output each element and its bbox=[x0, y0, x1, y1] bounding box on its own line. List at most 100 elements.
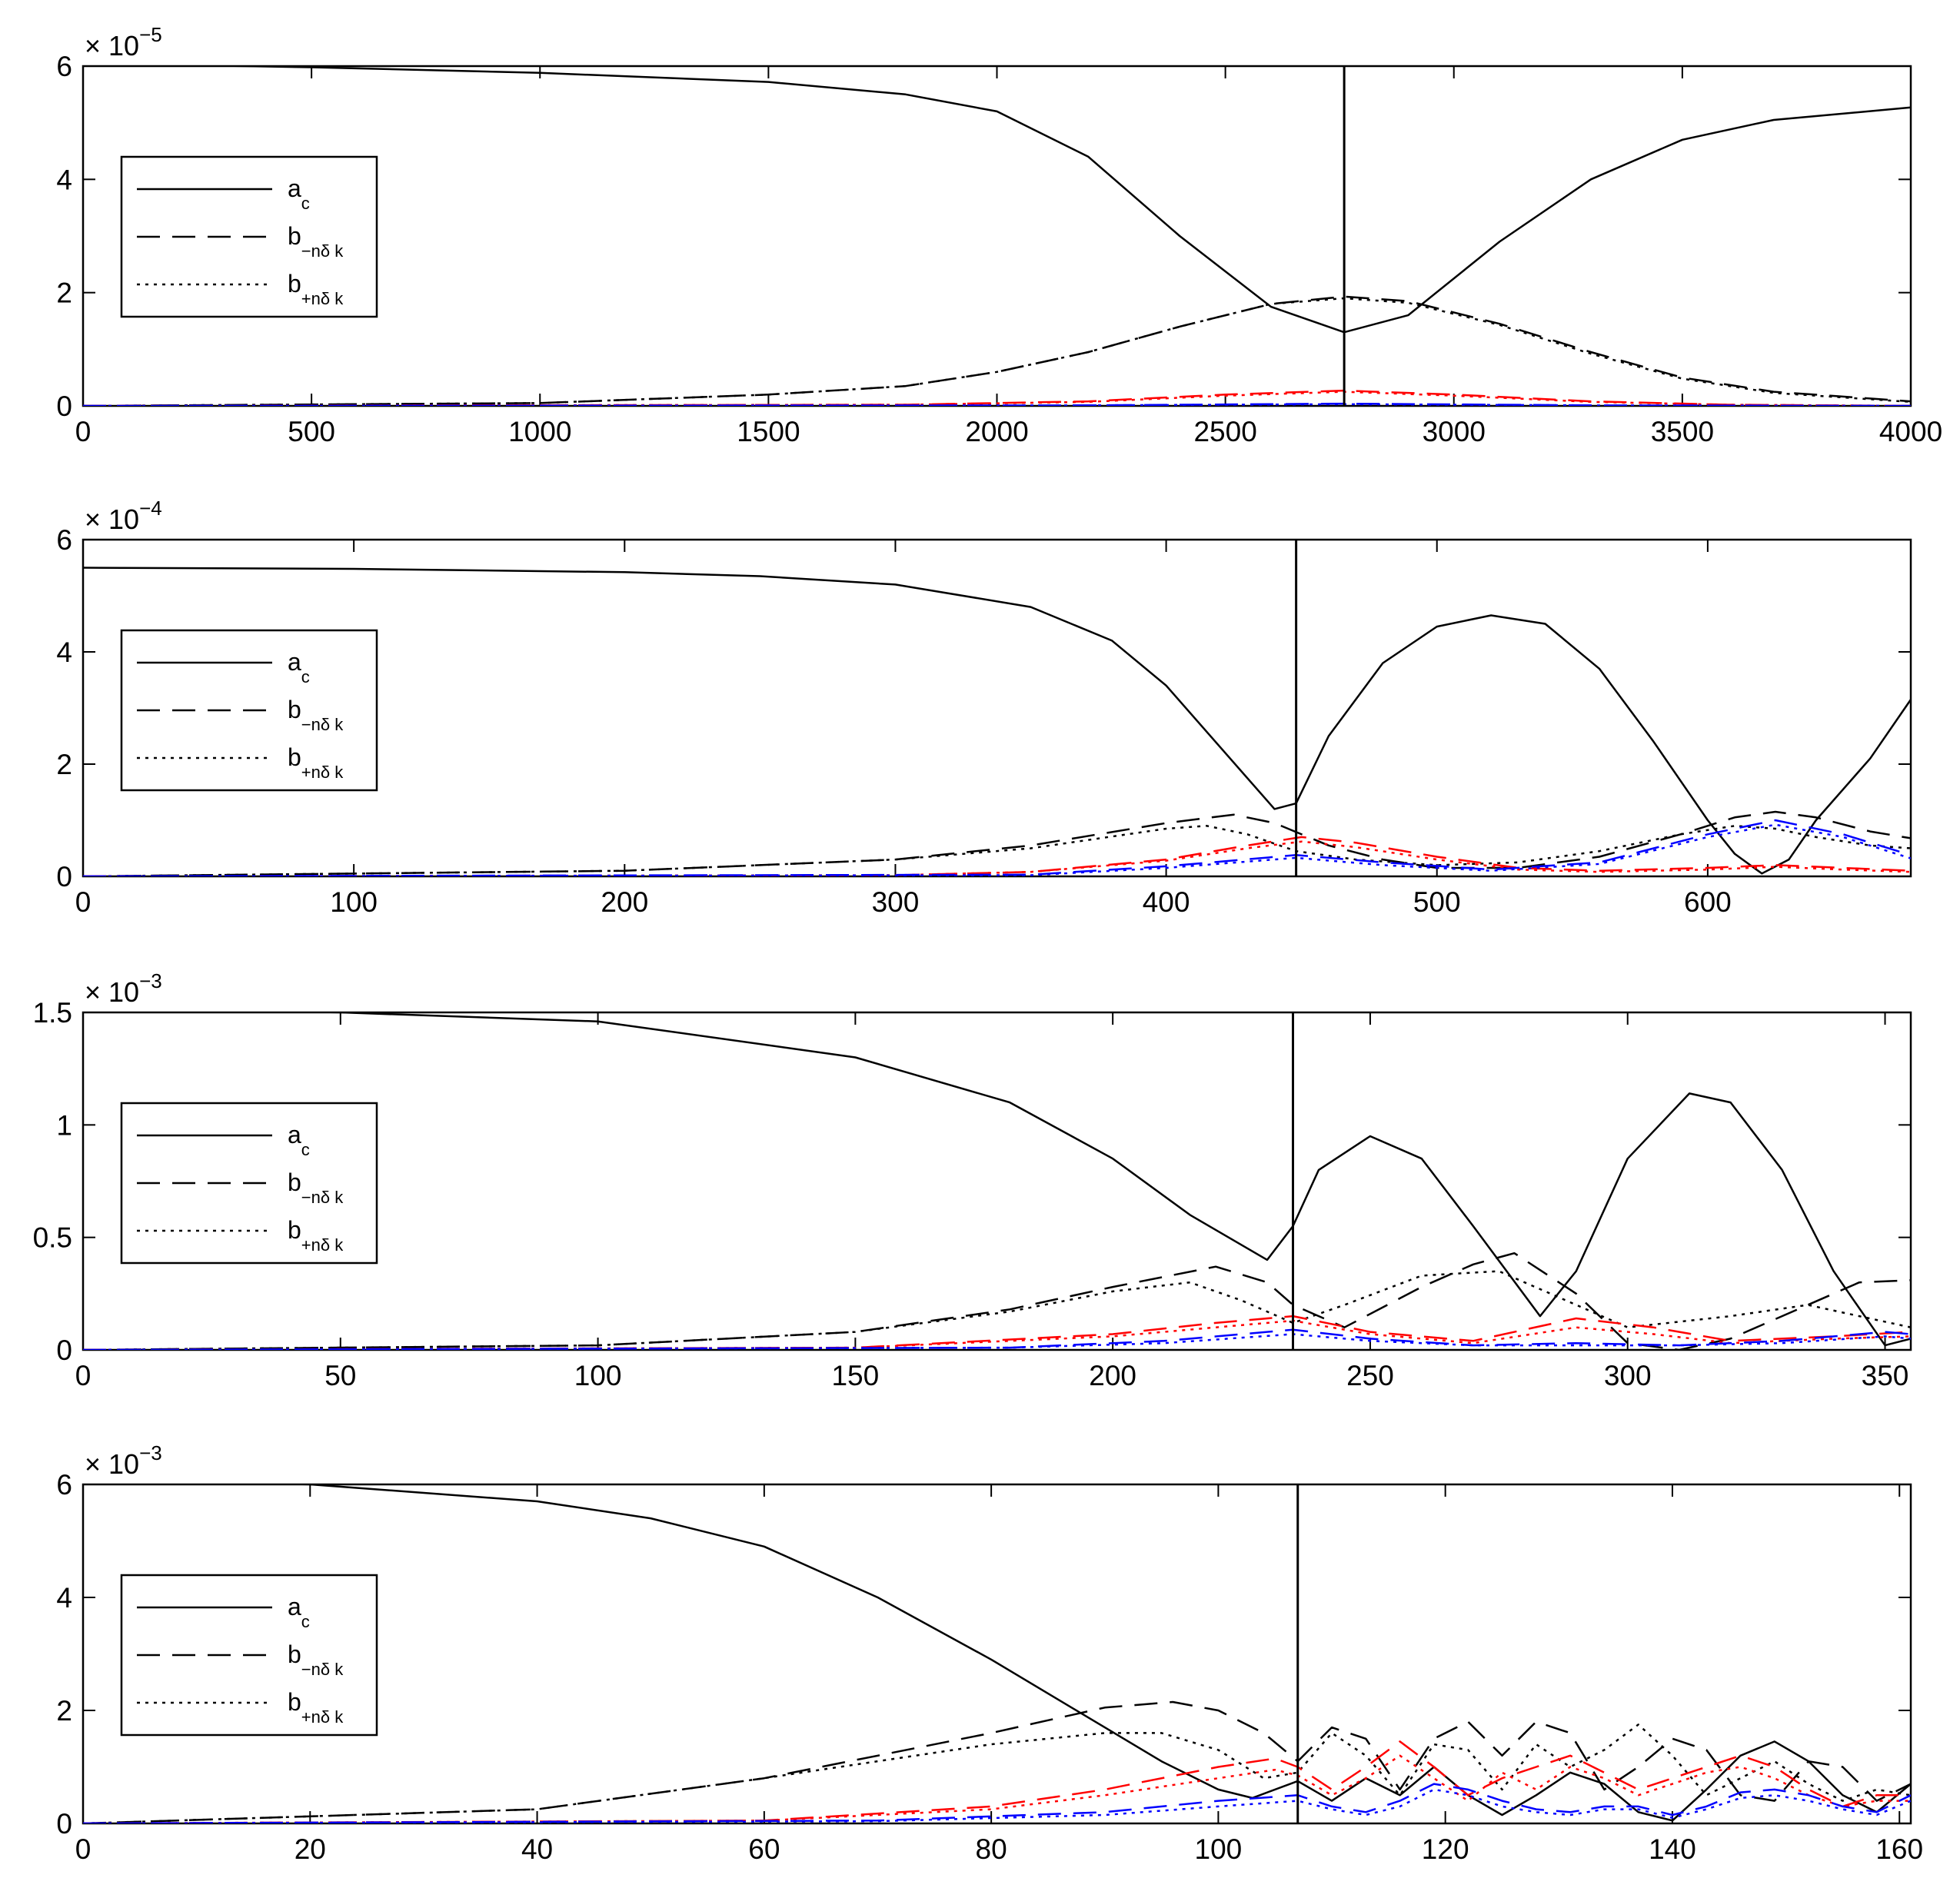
x-tick-label: 100 bbox=[1195, 1833, 1243, 1865]
legend-label-main: b bbox=[288, 1688, 301, 1716]
x-tick-label: 300 bbox=[1604, 1360, 1652, 1391]
x-tick-label: 120 bbox=[1422, 1833, 1469, 1865]
x-tick-label: 1500 bbox=[737, 416, 800, 447]
x-tick-label: 2000 bbox=[965, 416, 1028, 447]
y-tick-label: 2 bbox=[56, 749, 72, 780]
series-line-a-c bbox=[190, 66, 1911, 334]
x-tick-label: 600 bbox=[1684, 886, 1732, 918]
y-tick-label: 0.5 bbox=[33, 1222, 72, 1254]
legend-label: b−nδ k bbox=[288, 1640, 344, 1679]
legend-label-subscript: +nδ k bbox=[301, 763, 344, 782]
x-tick-label: 50 bbox=[324, 1360, 356, 1391]
legend-label-main: b bbox=[288, 1168, 301, 1196]
exponent-base: × 10 bbox=[85, 976, 139, 1008]
legend-label-main: b bbox=[288, 1640, 301, 1668]
exponent-power: −5 bbox=[139, 23, 162, 46]
series-group bbox=[83, 1484, 1911, 1823]
x-tick-label: 100 bbox=[574, 1360, 622, 1391]
x-tick-label: 60 bbox=[748, 1833, 780, 1865]
legend-label-subscript: −nδ k bbox=[301, 1188, 344, 1207]
y-tick-label: 4 bbox=[56, 637, 72, 668]
legend-label-subscript: +nδ k bbox=[301, 1707, 344, 1727]
legend-label-subscript: +nδ k bbox=[301, 1235, 344, 1255]
x-tick-label: 40 bbox=[521, 1833, 553, 1865]
x-tick-label: 350 bbox=[1862, 1360, 1909, 1391]
x-tick-label: 200 bbox=[601, 886, 648, 918]
x-tick-label: 140 bbox=[1649, 1833, 1696, 1865]
legend: acb−nδ kb+nδ k bbox=[120, 1574, 378, 1737]
legend-box bbox=[120, 155, 378, 318]
x-tick-label: 500 bbox=[1413, 886, 1461, 918]
series-line-b-3n-k bbox=[83, 1328, 1911, 1350]
y-tick-label: 0 bbox=[56, 1808, 72, 1840]
y-tick-label: 0 bbox=[56, 391, 72, 422]
legend-label-subscript: c bbox=[301, 1140, 310, 1159]
series-line-b-2n-k bbox=[83, 1740, 1911, 1823]
series-line-b-n-k bbox=[83, 810, 1911, 876]
series-line-b-2n-k bbox=[83, 836, 1911, 876]
x-tick-label: 100 bbox=[330, 886, 378, 918]
legend-label-main: b bbox=[288, 222, 301, 250]
x-tick-label: 1000 bbox=[508, 416, 571, 447]
legend-label-main: a bbox=[288, 1593, 301, 1620]
legend-label-main: b bbox=[288, 743, 301, 771]
legend-label: b+nδ k bbox=[288, 1216, 344, 1255]
series-line-b-3n-k bbox=[83, 819, 1911, 876]
legend-label: b−nδ k bbox=[288, 696, 344, 734]
y-tick-label: 2 bbox=[56, 1695, 72, 1727]
legend-label-subscript: c bbox=[301, 1612, 310, 1631]
series-line-b-n-k bbox=[83, 1723, 1911, 1823]
y-tick-label: 2 bbox=[56, 278, 72, 309]
x-tick-label: 160 bbox=[1875, 1833, 1923, 1865]
legend-label: b−nδ k bbox=[288, 222, 344, 261]
series-line-b-3n-k bbox=[83, 1788, 1911, 1823]
legend-label-subscript: +nδ k bbox=[301, 289, 344, 308]
legend: acb−nδ kb+nδ k bbox=[120, 1102, 378, 1265]
legend-label-subscript: c bbox=[301, 667, 310, 686]
x-tick-label: 3500 bbox=[1651, 416, 1714, 447]
legend-label-subscript: c bbox=[301, 194, 310, 213]
legend-label-main: b bbox=[288, 696, 301, 723]
y-exponent-label: × 10−4 bbox=[85, 497, 162, 535]
series-group bbox=[83, 567, 1911, 876]
legend-label: b+nδ k bbox=[288, 1688, 344, 1727]
y-tick-label: 0 bbox=[56, 861, 72, 892]
x-tick-label: 0 bbox=[75, 886, 92, 918]
legend-label: ac bbox=[288, 1593, 310, 1631]
legend-label: ac bbox=[288, 1121, 310, 1159]
series-line-a-c bbox=[285, 1012, 1911, 1347]
legend-label-subscript: −nδ k bbox=[301, 241, 344, 261]
legend-label: ac bbox=[288, 175, 310, 213]
series-line-b-3n-k bbox=[83, 1333, 1911, 1350]
x-tick-label: 500 bbox=[288, 416, 335, 447]
legend-label: ac bbox=[288, 648, 310, 686]
x-tick-label: 300 bbox=[872, 886, 920, 918]
x-tick-label: 400 bbox=[1143, 886, 1190, 918]
x-tick-label: 2500 bbox=[1193, 416, 1256, 447]
legend-label-subscript: −nδ k bbox=[301, 715, 344, 734]
axes-frame bbox=[82, 1483, 1912, 1825]
y-exponent-label: × 10−5 bbox=[85, 23, 162, 61]
y-tick-label: 1.5 bbox=[33, 997, 72, 1029]
x-tick-label: 0 bbox=[75, 416, 92, 447]
x-tick-label: 0 bbox=[75, 1360, 92, 1391]
legend-label-main: b bbox=[288, 1216, 301, 1244]
series-line-b-2n-k bbox=[83, 1315, 1911, 1350]
legend: acb−nδ kb+nδ k bbox=[120, 155, 378, 318]
series-line-a-c bbox=[271, 1484, 1911, 1822]
series-line-a-c bbox=[83, 567, 1911, 875]
legend-label-main: a bbox=[288, 1121, 301, 1148]
exponent-base: × 10 bbox=[85, 1448, 139, 1480]
legend: acb−nδ kb+nδ k bbox=[120, 629, 378, 792]
exponent-power: −4 bbox=[139, 497, 162, 520]
legend-label: b+nδ k bbox=[288, 270, 344, 308]
legend-label: b−nδ k bbox=[288, 1168, 344, 1207]
legend-label-main: a bbox=[288, 648, 301, 676]
x-tick-label: 4000 bbox=[1879, 416, 1942, 447]
legend-label-main: b bbox=[288, 270, 301, 297]
exponent-base: × 10 bbox=[85, 30, 139, 61]
panel-1: 0 500 1000 1500 2000 2500 3000 3500 4000 0 2 4 6 × 10… bbox=[56, 23, 1942, 447]
